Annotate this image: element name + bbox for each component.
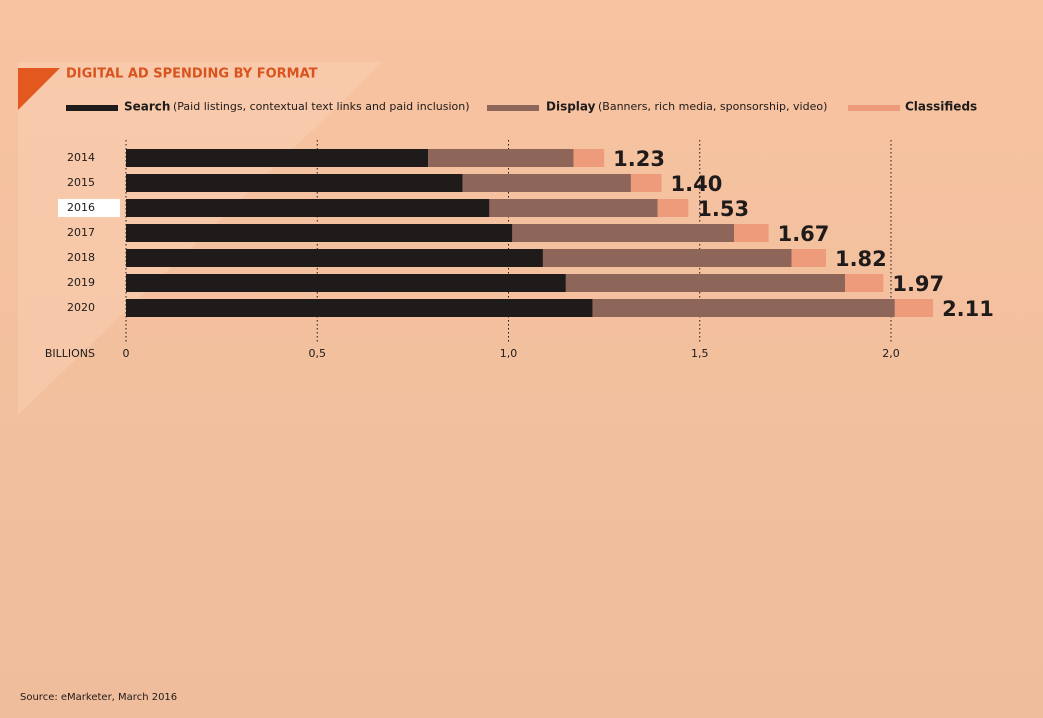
- y-tick-label: 2020: [67, 301, 95, 314]
- bar-segment: [630, 174, 662, 192]
- bar-segment: [791, 249, 826, 267]
- bar-segment: [592, 299, 895, 317]
- total-label: 2.11: [942, 297, 994, 321]
- y-tick-label: 2014: [67, 151, 95, 164]
- bar-segment: [126, 174, 463, 192]
- total-label: 1.97: [892, 272, 944, 296]
- x-tick-label: 1,5: [691, 347, 709, 360]
- bar-segment: [657, 199, 689, 217]
- bar-segment: [565, 274, 846, 292]
- y-tick-label: 2017: [67, 226, 95, 239]
- total-label: 1.67: [778, 222, 830, 246]
- y-tick-label: 2016: [67, 201, 95, 214]
- bar-segment: [126, 249, 543, 267]
- total-label: 1.82: [835, 247, 887, 271]
- x-tick-label: 1,0: [500, 347, 518, 360]
- bar-segment: [462, 174, 631, 192]
- total-label: 1.40: [671, 172, 723, 196]
- y-tick-label: 2018: [67, 251, 95, 264]
- source: Source: eMarketer, March 2016: [20, 692, 177, 703]
- x-axis-label: BILLIONS: [45, 347, 95, 360]
- y-tick-label: 2019: [67, 276, 95, 289]
- bar-segment: [126, 299, 593, 317]
- bar-segment: [428, 149, 574, 167]
- y-tick-label: 2015: [67, 176, 95, 189]
- bar-segment: [734, 224, 769, 242]
- bar-segment: [512, 224, 735, 242]
- highlight-box: [58, 199, 120, 217]
- title-triangle: [18, 68, 60, 110]
- total-label: 1.53: [697, 197, 749, 221]
- bar-segment: [126, 274, 566, 292]
- chart-title: DIGITAL AD SPENDING BY FORMAT: [66, 67, 318, 82]
- legend-name: Classifieds: [905, 100, 977, 114]
- bar-segment: [573, 149, 605, 167]
- bar-segment: [845, 274, 884, 292]
- bar-segment: [489, 199, 658, 217]
- bar-segment: [126, 224, 513, 242]
- bar-segment: [894, 299, 934, 317]
- legend-description: (Paid listings, contextual text links an…: [173, 100, 470, 113]
- x-tick-label: 0: [123, 347, 130, 360]
- total-label: 1.23: [613, 147, 665, 171]
- x-tick-label: 0,5: [309, 347, 327, 360]
- x-tick-label: 2,0: [882, 347, 900, 360]
- legend-name: Search: [124, 100, 170, 114]
- bar-segment: [126, 149, 429, 167]
- bar-segment: [542, 249, 792, 267]
- legend-name: Display: [546, 100, 596, 114]
- bar-segment: [126, 199, 490, 217]
- legend-description: (Banners, rich media, sponsorship, video…: [598, 100, 827, 113]
